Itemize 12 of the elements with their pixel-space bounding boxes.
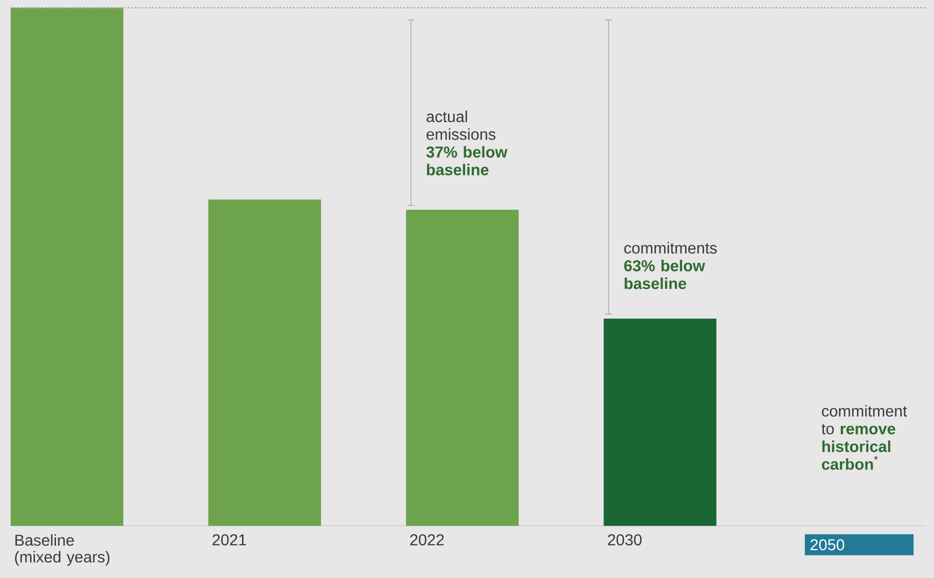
x-tick-label: 2021: [212, 534, 246, 546]
bar: [406, 210, 519, 526]
x-tick-label: 2022: [410, 534, 444, 546]
x-tick-label: 2030: [608, 534, 642, 546]
annotation: actual emissions 37% below baseline: [426, 110, 508, 176]
annotation: commitments 63% below baseline: [624, 242, 717, 289]
x-tick-label: 2050: [810, 539, 844, 550]
bar: [10, 8, 124, 526]
annotation: commitment to remove historical carbon$^{*}$: [822, 404, 907, 470]
x-tick-label: Baseline (mixed years): [15, 534, 110, 566]
bar: [208, 199, 322, 526]
bar: [604, 318, 716, 526]
